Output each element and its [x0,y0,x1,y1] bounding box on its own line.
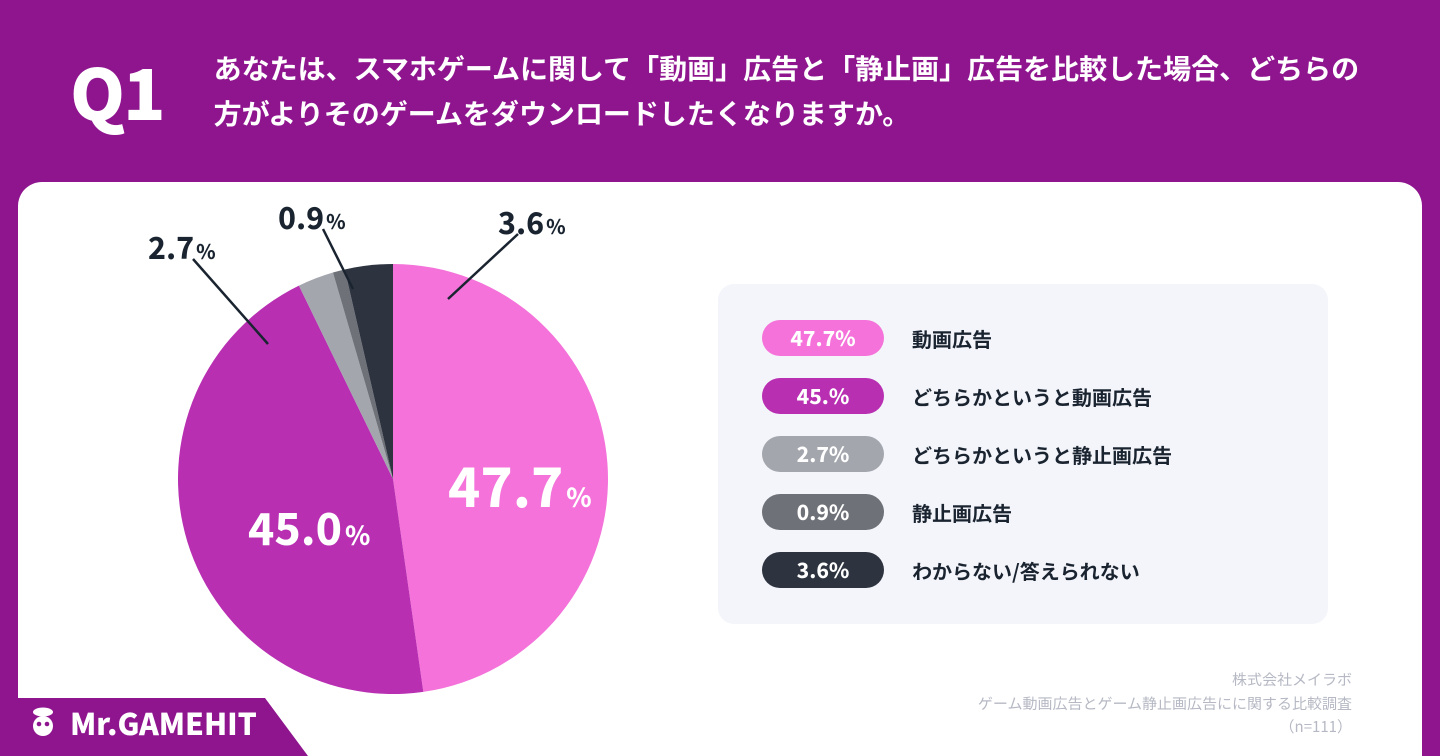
legend-row-3: 0.9% 静止画広告 [762,494,1284,530]
legend-pill-0: 47.7% [762,320,884,356]
legend-pill-4: 3.6% [762,552,884,588]
pie-chart: 2.7% 0.9% 3.6% 47.7% 45.0% [78,184,718,724]
legend-label-0: 動画広告 [912,324,992,353]
legend-label-2: どちらかというと静止画広告 [912,440,1172,469]
chart-card: 2.7% 0.9% 3.6% 47.7% 45.0% 47.7% 動画広告 45.% どちらかと… [18,182,1422,756]
legend-row-1: 45.% どちらかというと動画広告 [762,378,1284,414]
pie-callout-0: 2.7% [148,224,216,268]
legend-row-4: 3.6% わからない/答えられない [762,552,1284,588]
legend-row-2: 2.7% どちらかというと静止画広告 [762,436,1284,472]
legend-label-4: わからない/答えられない [912,556,1140,585]
pie-big-label-0: 47.7% [448,444,592,523]
source-attribution: 株式会社メイラボゲーム動画広告とゲーム静止画広告にに関する比較調査（n=111） [978,668,1352,738]
legend-pill-3: 0.9% [762,494,884,530]
legend-label-1: どちらかというと動画広告 [912,382,1152,411]
pie-callout-1: 0.9% [278,194,346,238]
question-number: Q1 [70,40,164,141]
pie-callout-2: 3.6% [498,199,566,243]
legend-label-3: 静止画広告 [912,498,1012,527]
question-text: あなたは、スマホゲームに関して「動画」広告と「静止画」広告を比較した場合、どちら… [214,46,1370,136]
legend-pill-2: 2.7% [762,436,884,472]
legend: 47.7% 動画広告 45.% どちらかというと動画広告 2.7% どちらかというと静止画… [718,284,1328,624]
pie-big-label-1: 45.0% [248,494,370,558]
legend-pill-1: 45.% [762,378,884,414]
legend-row-0: 47.7% 動画広告 [762,320,1284,356]
brand-logo: Mr.GAMEHIT [0,686,291,756]
brand-icon [28,706,58,738]
brand-text: Mr.GAMEHIT [70,700,257,744]
question-header: Q1 あなたは、スマホゲームに関して「動画」広告と「静止画」広告を比較した場合、ど… [0,0,1440,176]
